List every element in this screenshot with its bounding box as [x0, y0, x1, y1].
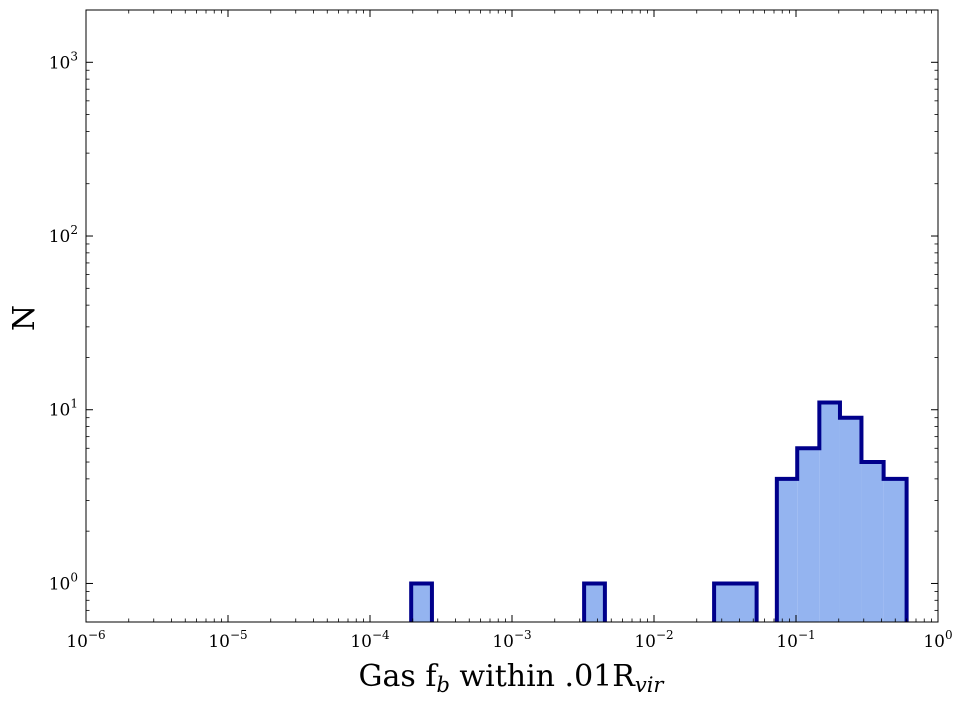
y-tick-label: 101 [49, 397, 78, 421]
x-tick-base: 10 [66, 632, 88, 652]
plot-frame [85, 9, 939, 623]
y-tick-label: 102 [49, 223, 78, 247]
histogram-outline [582, 581, 607, 622]
histogram-outline [409, 581, 434, 622]
x-tick-label: 10−4 [350, 628, 390, 652]
y-tick-exponent: 3 [70, 49, 78, 63]
x-axis-label-mid: within .01R [450, 659, 636, 694]
y-tick-exponent: 1 [70, 397, 78, 411]
histogram-bar [861, 462, 884, 622]
histogram-outline [712, 581, 759, 622]
histogram-bar [839, 417, 862, 622]
x-tick-label: 10−2 [634, 628, 673, 652]
x-tick-label: 10−6 [66, 628, 105, 652]
y-tick-base: 10 [49, 53, 71, 73]
x-tick-exponent: −4 [372, 628, 390, 642]
histogram-bars [409, 400, 909, 622]
x-tick-base: 10 [350, 632, 372, 652]
x-tick-labels: 10−6 10−5 10−4 10−3 10−2 10−1 100 [66, 628, 952, 652]
x-tick-exponent: 0 [945, 628, 953, 642]
y-tick-exponent: 2 [70, 223, 78, 237]
x-tick-exponent: −6 [88, 628, 106, 642]
histogram-outline [774, 400, 909, 622]
histogram-bar [797, 448, 820, 622]
x-tick-label: 10−1 [776, 628, 815, 652]
x-tick-base: 10 [923, 632, 945, 652]
x-tick-base: 10 [492, 632, 514, 652]
x-axis-label-sub2: vir [635, 673, 666, 697]
x-axis-label-sub1: b [436, 673, 449, 697]
x-tick-exponent: −3 [514, 628, 532, 642]
y-tick-label: 100 [49, 570, 78, 594]
x-tick-base: 10 [776, 632, 798, 652]
histogram-bar [776, 478, 798, 622]
x-tick-label: 10−5 [208, 628, 247, 652]
x-tick-label: 100 [923, 628, 952, 652]
y-axis-label: N [7, 305, 42, 331]
y-tick-base: 10 [49, 227, 71, 247]
x-tick-base: 10 [634, 632, 656, 652]
y-tick-label: 103 [49, 49, 78, 73]
x-axis-label: Gas fb within .01Rvir [359, 659, 666, 697]
minor-ticks [86, 9, 938, 623]
histogram-bar [411, 583, 432, 622]
x-tick-exponent: −1 [798, 628, 816, 642]
x-tick-exponent: −5 [230, 628, 248, 642]
y-tick-base: 10 [49, 574, 71, 594]
histogram-bar [584, 583, 605, 622]
histogram-bar [714, 583, 757, 622]
x-tick-base: 10 [208, 632, 230, 652]
histogram-bar [883, 478, 907, 622]
x-tick-label: 10−3 [492, 628, 531, 652]
x-axis-label-main: Gas f [359, 659, 439, 694]
x-tick-exponent: −2 [656, 628, 674, 642]
histogram-bar [819, 402, 840, 622]
y-tick-base: 10 [49, 401, 71, 421]
y-tick-exponent: 0 [70, 570, 78, 584]
